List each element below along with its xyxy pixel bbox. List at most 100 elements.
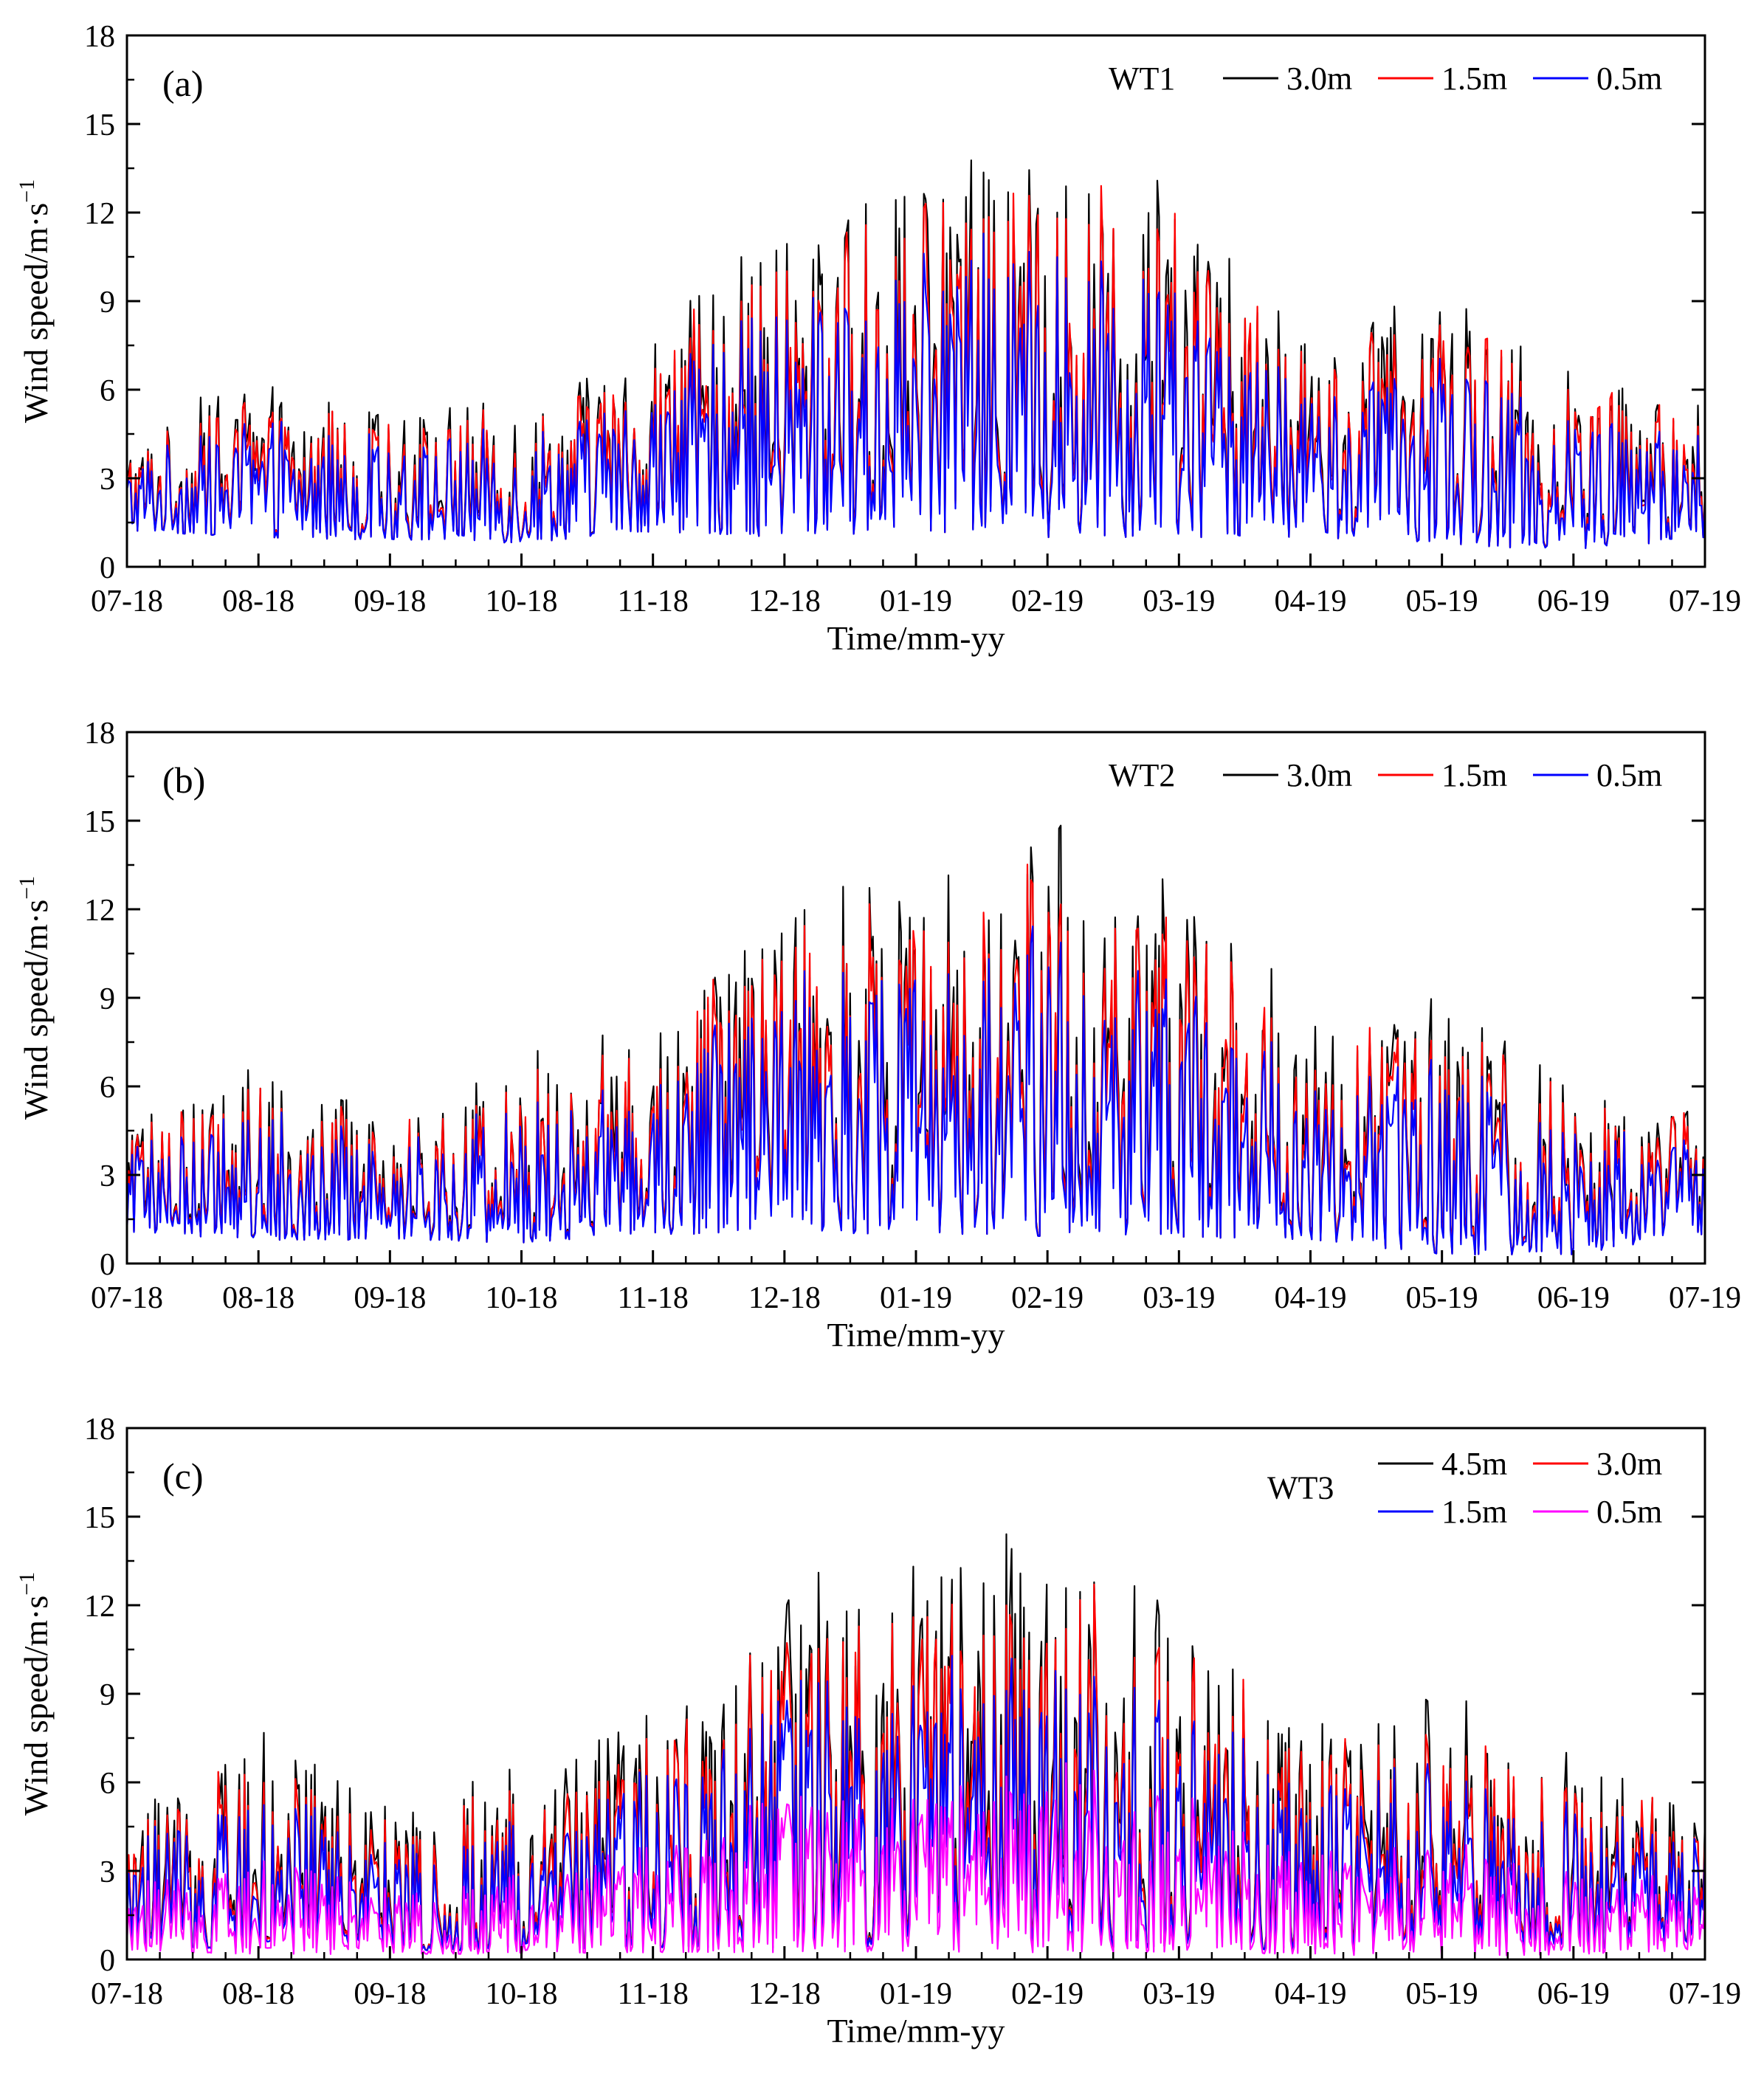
x-tick-label: 07-18 <box>91 1281 163 1315</box>
legend-label-1.5m: 1.5m <box>1441 757 1507 793</box>
x-tick-label: 06-19 <box>1537 585 1610 618</box>
legend-station-label: WT1 <box>1109 61 1175 97</box>
legend-label-3.0m: 3.0m <box>1286 757 1352 793</box>
series-line-0.5m <box>127 232 1705 549</box>
series-lines <box>127 1533 1705 1959</box>
x-tick-label: 03-19 <box>1143 585 1215 618</box>
x-tick-label: 12-18 <box>748 585 821 618</box>
y-axis-label: Wind speed/m·s−1 <box>15 876 55 1120</box>
x-tick-label: 04-19 <box>1275 1281 1347 1315</box>
x-tick-label: 07-19 <box>1669 1281 1741 1315</box>
y-tick-label: 9 <box>100 982 115 1016</box>
y-tick-label: 12 <box>84 894 115 928</box>
x-tick-label: 02-19 <box>1011 585 1083 618</box>
panel-label: (a) <box>162 63 204 104</box>
legend-label-3.0m: 3.0m <box>1286 61 1352 97</box>
legend-label-1.5m: 1.5m <box>1441 61 1507 97</box>
x-tick-label: 05-19 <box>1406 585 1478 618</box>
x-tick-label: 06-19 <box>1537 1281 1610 1315</box>
y-axis-label-exponent: −1 <box>15 179 39 203</box>
legend-station-label: WT3 <box>1267 1470 1334 1506</box>
y-tick-label: 6 <box>100 1767 115 1801</box>
x-tick-label: 12-18 <box>748 1977 821 2011</box>
legend: WT1 3.0m 1.5m 0.5m <box>1109 61 1662 97</box>
y-tick-label: 15 <box>84 1501 115 1535</box>
y-tick-label: 15 <box>84 108 115 142</box>
legend-label-0.5m: 0.5m <box>1596 757 1662 793</box>
y-axis-label: Wind speed/m·s−1 <box>15 179 55 423</box>
x-tick-label: 03-19 <box>1143 1977 1215 2011</box>
y-tick-label: 6 <box>100 374 115 408</box>
y-tick-label: 3 <box>100 1159 115 1193</box>
x-tick-label: 03-19 <box>1143 1281 1215 1315</box>
y-tick-label: 0 <box>100 551 115 585</box>
y-tick-label: 0 <box>100 1944 115 1978</box>
series-line-3.0m <box>127 1583 1705 1957</box>
x-tick-label: 11-18 <box>617 585 688 618</box>
x-tick-label: 12-18 <box>748 1281 821 1315</box>
x-axis-label: Time/mm-yy <box>827 619 1005 657</box>
x-tick-label: 06-19 <box>1537 1977 1610 2011</box>
legend-label-1.5m: 1.5m <box>1441 1494 1507 1530</box>
chart-panel-2: 0 3 6 9 12 15 18 07-18 08-18 09-18 10-18 11-18 12-18… <box>15 717 1741 1354</box>
x-tick-label: 04-19 <box>1275 585 1347 618</box>
legend: WT2 3.0m 1.5m 0.5m <box>1109 757 1662 793</box>
y-axis-label-exponent: −1 <box>15 876 39 900</box>
x-tick-label: 01-19 <box>880 1977 952 2011</box>
series-line-0.5m <box>127 1762 1705 1959</box>
y-tick-label: 3 <box>100 463 115 497</box>
x-tick-label: 05-19 <box>1406 1977 1478 2011</box>
y-axis-label-exponent: −1 <box>15 1572 39 1596</box>
legend: WT3 4.5m 3.0m 1.5m 0.5m <box>1267 1446 1662 1530</box>
x-tick-label: 10-18 <box>486 585 558 618</box>
y-tick-label: 12 <box>84 197 115 231</box>
x-tick-label: 08-18 <box>222 1977 294 2011</box>
legend-label-4.5m: 4.5m <box>1441 1446 1507 1482</box>
x-tick-label: 11-18 <box>617 1977 688 2011</box>
x-tick-label: 04-19 <box>1275 1977 1347 2011</box>
x-tick-label: 01-19 <box>880 585 952 618</box>
x-axis-label: Time/mm-yy <box>827 1316 1005 1354</box>
x-tick-label: 10-18 <box>486 1281 558 1315</box>
x-tick-label: 07-18 <box>91 585 163 618</box>
panel-label: (b) <box>162 759 205 801</box>
x-tick-label: 11-18 <box>617 1281 688 1315</box>
x-axis-label: Time/mm-yy <box>827 2012 1005 2050</box>
y-tick-label: 15 <box>84 805 115 839</box>
plot-frame <box>125 34 1706 568</box>
x-tick-label: 07-19 <box>1669 1977 1741 2011</box>
legend-label-0.5m: 0.5m <box>1596 1494 1662 1530</box>
x-tick-label: 09-18 <box>354 1977 426 2011</box>
x-tick-label: 07-18 <box>91 1977 163 2011</box>
y-tick-label: 0 <box>100 1248 115 1282</box>
y-tick-label: 18 <box>84 1413 115 1447</box>
x-tick-label: 02-19 <box>1011 1281 1083 1315</box>
x-tick-label: 08-18 <box>222 1281 294 1315</box>
x-tick-label: 01-19 <box>880 1281 952 1315</box>
x-tick-label: 05-19 <box>1406 1281 1478 1315</box>
y-tick-label: 9 <box>100 286 115 320</box>
y-tick-label: 12 <box>84 1590 115 1624</box>
series-lines <box>127 824 1705 1256</box>
x-tick-label: 08-18 <box>222 585 294 618</box>
x-tick-label: 10-18 <box>486 1977 558 2011</box>
series-line-0.5m <box>127 925 1705 1256</box>
series-lines <box>127 159 1705 549</box>
y-tick-label: 6 <box>100 1071 115 1105</box>
chart-panel-1: 0 3 6 9 12 15 18 07-18 08-18 09-18 10-18 11-18 12-18… <box>15 20 1741 657</box>
legend-station-label: WT2 <box>1109 757 1175 793</box>
y-tick-label: 9 <box>100 1678 115 1712</box>
y-axis-label: Wind speed/m·s−1 <box>15 1572 55 1816</box>
y-tick-label: 18 <box>84 717 115 751</box>
legend-label-3.0m: 3.0m <box>1596 1446 1662 1482</box>
chart-panel-3: 0 3 6 9 12 15 18 07-18 08-18 09-18 10-18 11-18 12-18… <box>15 1413 1741 2050</box>
x-tick-label: 09-18 <box>354 1281 426 1315</box>
y-tick-label: 3 <box>100 1855 115 1889</box>
legend-label-0.5m: 0.5m <box>1596 61 1662 97</box>
panel-label: (c) <box>162 1455 204 1497</box>
x-tick-label: 09-18 <box>354 585 426 618</box>
y-tick-label: 18 <box>84 20 115 54</box>
x-tick-label: 07-19 <box>1669 585 1741 618</box>
x-tick-label: 02-19 <box>1011 1977 1083 2011</box>
